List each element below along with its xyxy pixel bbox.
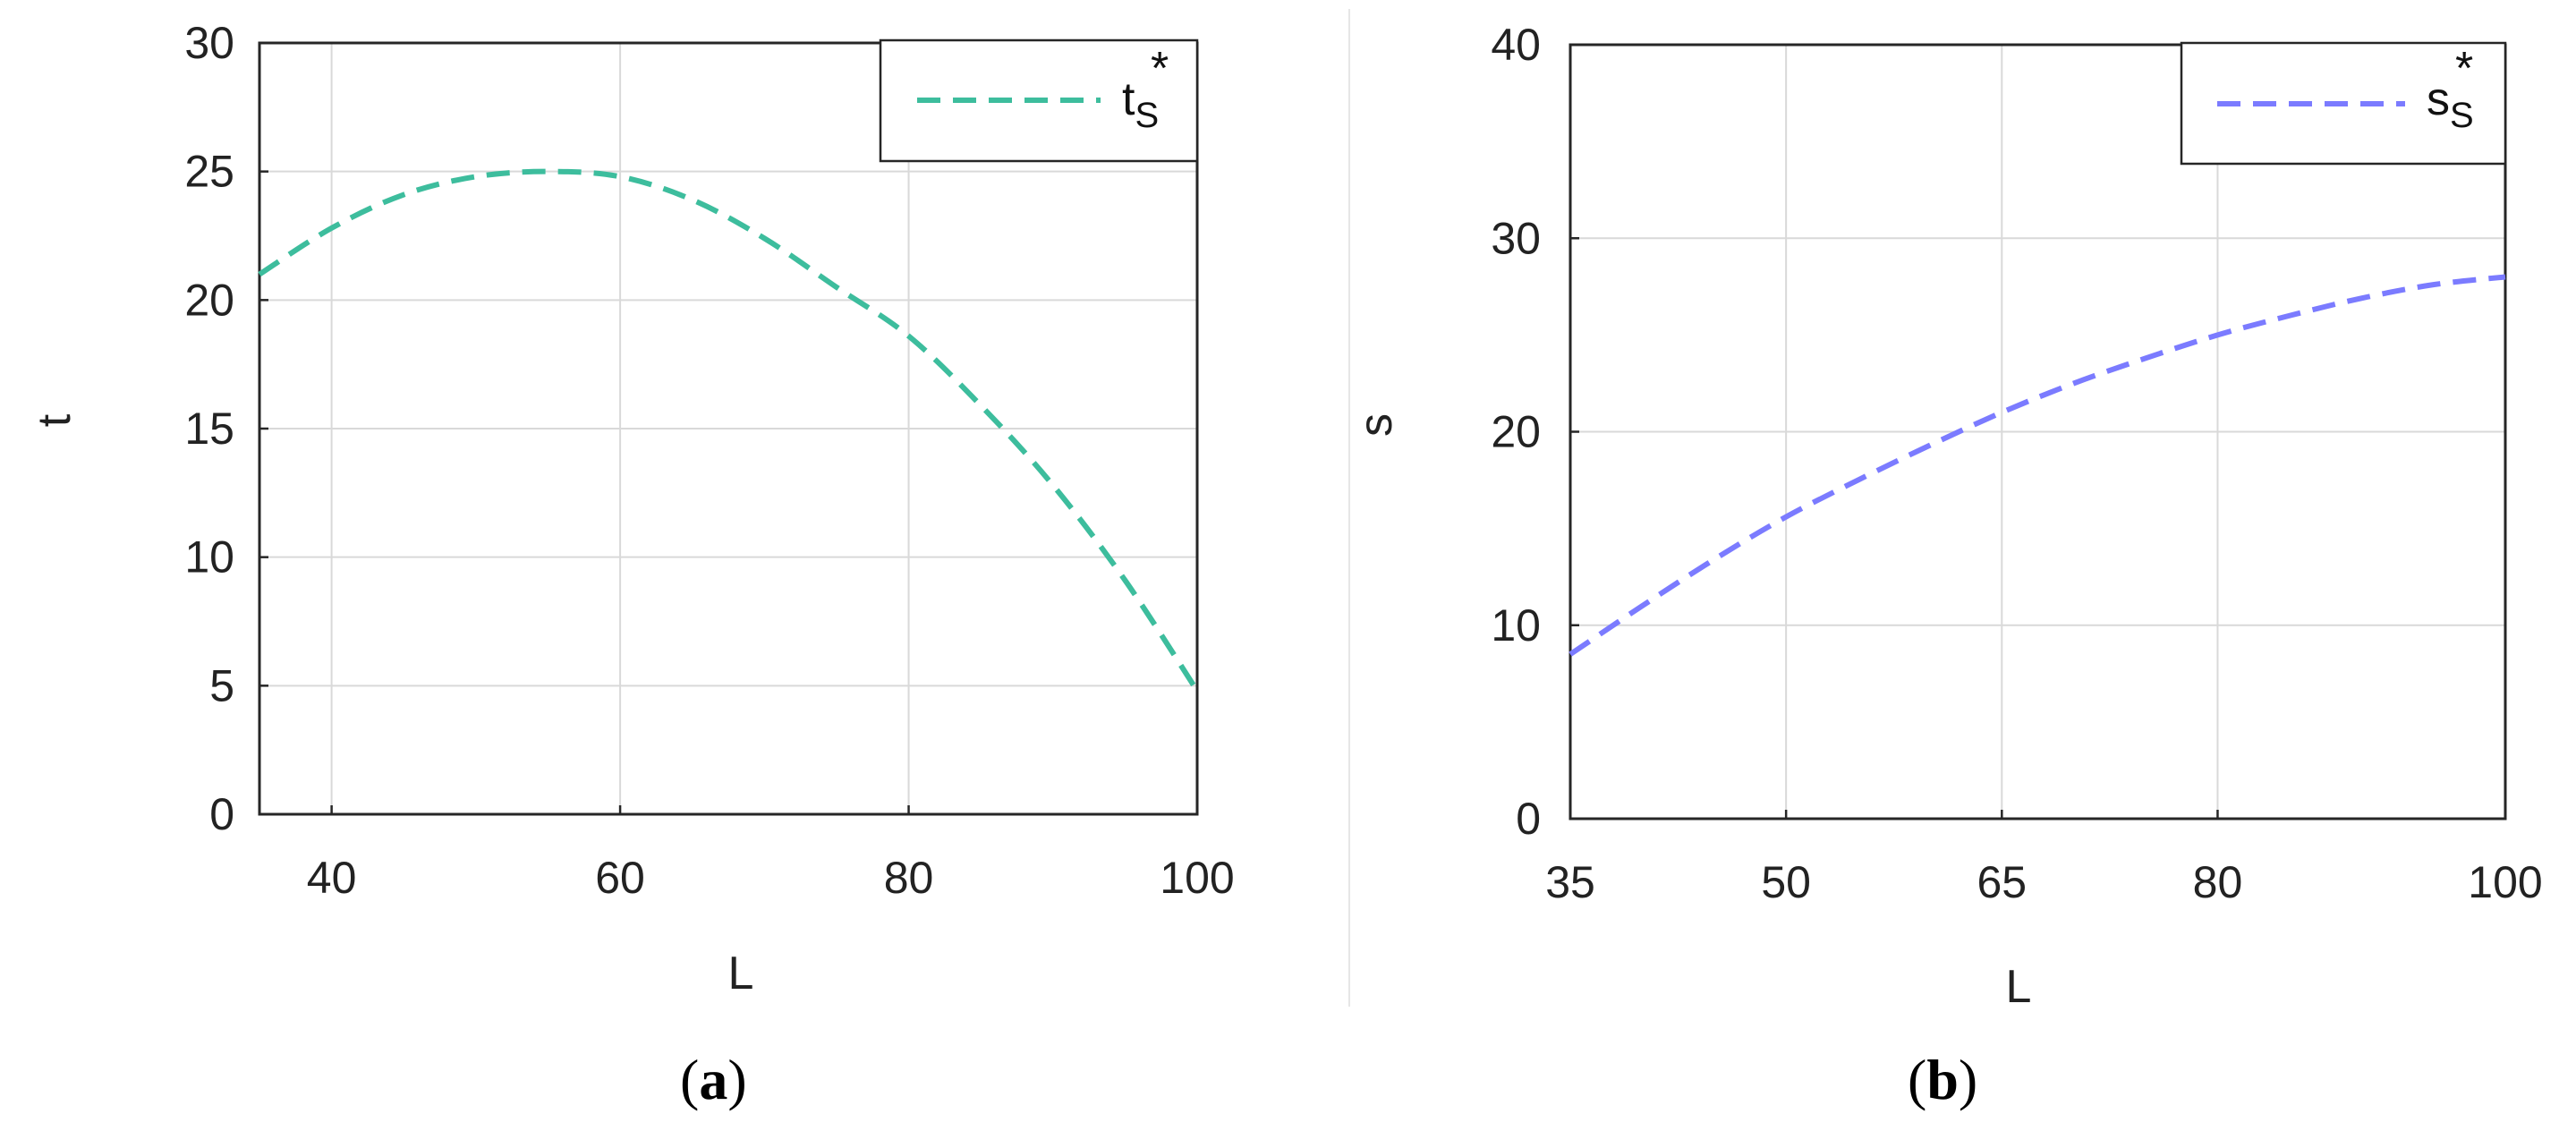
legend-name-a: t [1122,73,1135,125]
data-point-b-10 [2287,313,2292,319]
y-tick-label-a-2: 10 [184,532,234,583]
caption-letter-b: b [1926,1048,1959,1111]
x-tick-label-b-2: 65 [1977,857,2027,907]
x-tick-label-a-1: 60 [595,853,645,903]
legend-label-b: sS [2427,73,2474,135]
data-point-a-12 [1122,578,1127,583]
data-point-b-11 [2359,295,2364,301]
y-tick-label-b-2: 20 [1491,407,1541,457]
y-tick-label-a-5: 25 [184,147,234,197]
x-axis-label-a: L [728,948,754,999]
y-tick-label-a-1: 5 [209,660,234,710]
data-point-b-6 [1999,410,2004,415]
x-tick-label-a-0: 40 [307,853,357,903]
data-point-b-2 [1712,557,1717,562]
data-point-a-1 [329,225,335,231]
data-point-b-1 [1639,603,1645,608]
data-point-b-7 [2071,380,2077,386]
x-tick-label-b-3: 80 [2193,857,2243,907]
data-point-a-4 [545,169,550,174]
x-tick-label-b-0: 35 [1545,857,1595,907]
data-point-b-12 [2431,282,2436,287]
y-tick-label-a-3: 15 [184,404,234,454]
y-tick-label-b-3: 30 [1491,213,1541,263]
data-point-a-6 [690,197,695,202]
y-ticks-a: 0 5 10 15 20 25 30 [184,18,268,839]
data-point-b-4 [1856,478,1861,483]
caption-a: (a) [680,1048,747,1111]
caption-b: (b) [1908,1048,1977,1111]
x-ticks-b: 35 50 65 80 100 [1545,810,2543,907]
data-point-b-9 [2215,332,2220,337]
data-point-b-5 [1927,443,1933,448]
data-point-a-11 [1050,482,1056,488]
x-ticks-a: 40 60 80 100 [307,805,1235,903]
x-tick-label-a-3: 100 [1160,853,1234,903]
legend-a: tS * [879,38,1199,163]
data-point-a-9 [906,334,912,339]
data-point-a-3 [473,174,479,179]
data-point-a-5 [617,174,623,179]
legend-b: sS * [2180,41,2507,166]
y-tick-label-b-0: 0 [1516,794,1541,844]
x-tick-label-b-1: 50 [1761,857,1811,907]
series-b [1568,274,2508,657]
data-point-a-0 [257,272,262,277]
data-point-a-10 [978,403,983,408]
y-axis-label-a: t [29,413,81,427]
x-tick-label-b-4: 100 [2468,857,2542,907]
y-tick-label-a-4: 20 [184,275,234,325]
data-point-b-8 [2143,355,2148,361]
legend-name-b: s [2427,73,2450,125]
data-point-b-0 [1568,651,1573,657]
series-a [257,168,1200,693]
caption-letter-a: a [699,1048,727,1111]
y-tick-label-a-6: 30 [184,18,234,68]
legend-sub-b: S [2450,96,2474,135]
data-point-a-2 [401,192,406,198]
y-tick-label-a-0: 0 [209,789,234,839]
series-line-a-0 [258,168,1200,693]
y-ticks-b: 0 10 20 30 40 [1491,20,1579,844]
legend-sub-a: S [1135,96,1159,135]
data-point-a-13 [1194,688,1200,693]
legend-sup-b: * [2455,43,2473,95]
data-point-a-7 [761,235,767,241]
data-point-b-13 [2503,275,2508,280]
legend-sup-a: * [1151,43,1169,95]
y-axis-label-b: s [1350,413,1402,437]
data-point-a-8 [834,285,839,290]
data-point-b-3 [1783,514,1789,520]
series-line-b-0 [1569,274,2506,657]
y-tick-label-b-1: 10 [1491,600,1541,651]
legend-label-a: tS [1122,73,1159,135]
y-tick-label-b-4: 40 [1491,20,1541,70]
x-tick-label-a-2: 80 [884,853,934,903]
x-axis-label-b: L [2006,961,2032,1013]
